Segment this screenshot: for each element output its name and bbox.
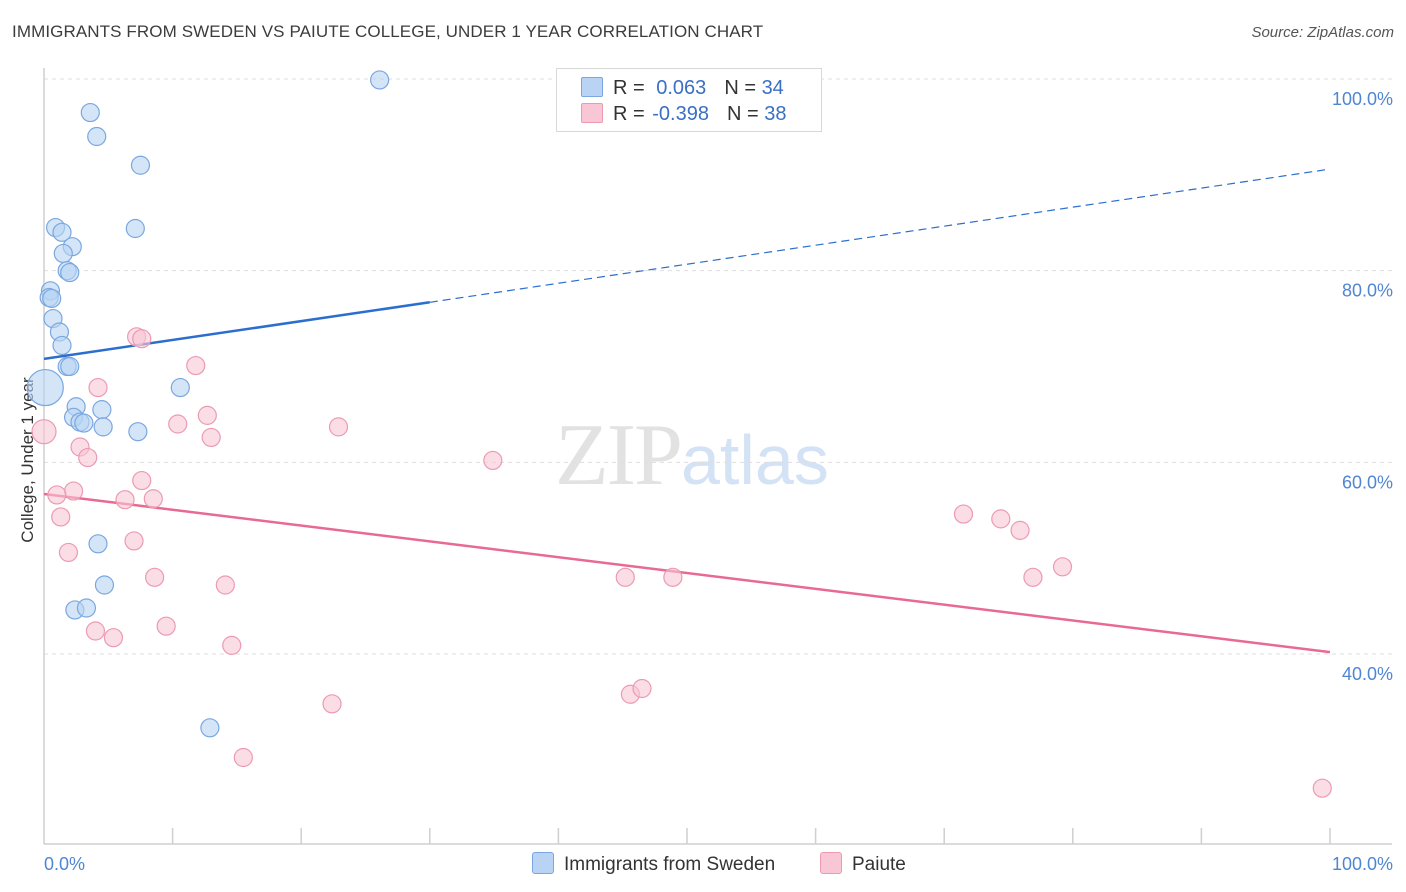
point-sweden [170, 377, 190, 398]
watermark-zip: ZIP [555, 407, 683, 504]
y-tick-label: 40.0% [1342, 664, 1393, 684]
point-paiute [47, 485, 67, 505]
point-paiute [144, 567, 165, 587]
point-paiute [615, 567, 635, 587]
y-tick-label: 100.0% [1332, 89, 1393, 109]
point-paiute [63, 481, 84, 501]
point-paiute [663, 567, 683, 587]
point-paiute [31, 419, 57, 445]
point-sweden [88, 534, 108, 554]
point-sweden [200, 718, 220, 738]
point-paiute [51, 507, 71, 527]
point-sweden [42, 288, 62, 309]
legend-r-value: -0.398 [652, 103, 709, 125]
chart-title: IMMIGRANTS FROM SWEDEN VS PAIUTE COLLEGE… [12, 22, 764, 41]
point-sweden [130, 155, 151, 175]
legend-r-label: R = [613, 77, 651, 99]
point-paiute [233, 747, 253, 768]
stats-legend: R = 0.063 N = 34 R = -0.398 N = 38 [556, 68, 822, 132]
point-paiute [168, 414, 188, 434]
point-sweden [60, 356, 80, 377]
point-paiute [1312, 778, 1332, 798]
legend-row-sweden: R = 0.063 N = 34 [581, 77, 784, 101]
point-paiute [115, 490, 135, 510]
point-paiute [322, 694, 342, 714]
point-paiute [85, 621, 106, 641]
point-paiute [953, 504, 974, 524]
point-paiute [328, 417, 349, 437]
point-paiute [1010, 520, 1030, 540]
y-tick-label: 60.0% [1342, 472, 1393, 492]
watermark-atlas: atlas [681, 421, 829, 499]
legend-n-label: N = [726, 103, 765, 125]
point-paiute [201, 427, 221, 448]
point-paiute [132, 329, 152, 349]
point-sweden [52, 335, 72, 356]
x-tick-label: 100.0% [1332, 854, 1393, 874]
bottom-legend-swatch-pink [820, 852, 842, 874]
point-paiute [58, 542, 79, 563]
point-paiute [143, 489, 163, 509]
point-paiute [632, 678, 652, 699]
point-paiute [78, 447, 98, 468]
legend-n-value: 34 [761, 77, 784, 99]
bottom-legend-paiute: Paiute [820, 852, 906, 876]
point-sweden [92, 400, 112, 420]
point-paiute [991, 509, 1011, 529]
trend-line-sweden-extrapolated [429, 168, 1331, 303]
point-sweden [125, 218, 145, 239]
point-sweden [60, 262, 80, 283]
point-sweden [52, 222, 72, 242]
point-sweden [26, 368, 64, 407]
point-paiute [156, 616, 176, 636]
point-sweden [93, 417, 113, 437]
point-paiute [88, 377, 108, 398]
legend-row-paiute: R = -0.398 N = 38 [581, 103, 786, 127]
bottom-legend-sweden: Immigrants from Sweden [532, 852, 775, 876]
point-paiute [1023, 567, 1043, 587]
legend-n-label: N = [724, 77, 762, 99]
point-paiute [186, 355, 206, 376]
trend-line-paiute [43, 492, 1331, 654]
point-paiute [197, 405, 217, 425]
legend-r-value: 0.063 [656, 77, 707, 99]
point-paiute [1052, 557, 1073, 577]
point-paiute [215, 575, 235, 595]
watermark: ZIPatlas [555, 405, 829, 506]
point-sweden [94, 575, 115, 595]
point-sweden [76, 598, 97, 618]
point-sweden [128, 422, 148, 442]
legend-n-value: 38 [764, 103, 787, 125]
legend-swatch-blue [581, 77, 603, 97]
point-sweden [370, 70, 390, 90]
bottom-legend-label: Paiute [852, 854, 906, 875]
point-paiute [222, 635, 242, 655]
point-sweden [80, 102, 100, 123]
legend-r-label: R = [613, 103, 651, 125]
y-tick-label: 80.0% [1342, 281, 1393, 301]
chart-source: Source: ZipAtlas.com [1251, 24, 1394, 41]
point-sweden [53, 243, 73, 264]
point-paiute [483, 450, 503, 471]
point-sweden [74, 413, 94, 433]
x-tick-label: 0.0% [44, 854, 85, 874]
point-paiute [132, 470, 152, 491]
bottom-legend-swatch-blue [532, 852, 554, 874]
point-sweden [87, 126, 107, 147]
bottom-legend-label: Immigrants from Sweden [564, 854, 776, 875]
legend-swatch-pink [581, 103, 603, 123]
trend-line-sweden [43, 301, 430, 361]
point-paiute [103, 628, 124, 648]
point-paiute [124, 531, 144, 551]
